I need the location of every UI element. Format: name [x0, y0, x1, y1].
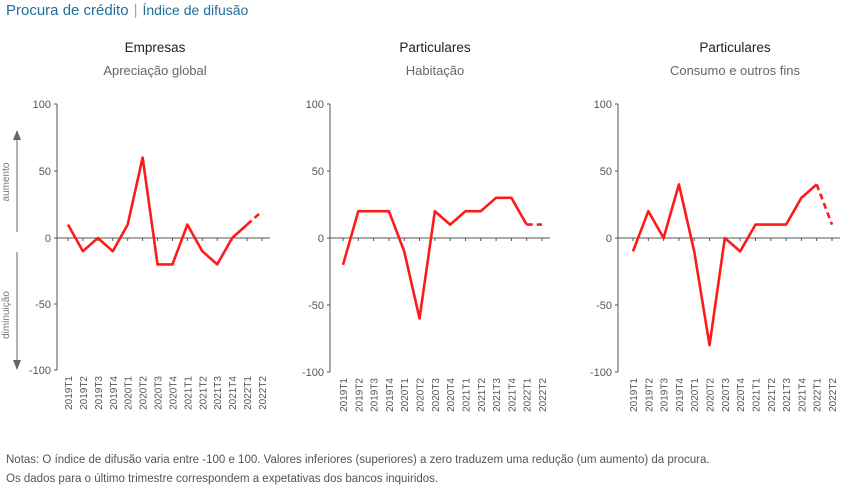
chart-title: Particulares: [699, 40, 771, 55]
chart-subtitle: Consumo e outros fins: [670, 63, 801, 78]
chart-subtitle: Apreciação global: [103, 63, 206, 78]
x-tick-label: 2021T2: [767, 378, 778, 412]
y-tick-label: -100: [302, 367, 324, 379]
x-tick-label: 2021T3: [492, 378, 503, 412]
y-tick-label: 50: [39, 166, 51, 178]
x-tick-label: 2022T2: [258, 376, 269, 410]
x-tick-label: 2020T2: [139, 376, 150, 410]
x-tick-label: 2021T3: [782, 378, 793, 412]
series-line-forecast: [815, 183, 834, 226]
x-tick-label: 2021T1: [183, 376, 194, 410]
y-tick-label: 50: [600, 166, 612, 178]
y-tick-label: -100: [29, 365, 51, 377]
x-tick-label: 2020T2: [416, 378, 427, 412]
charts-canvas: Empresas Apreciação global 100 50 0 -50 -100 20…: [1, 40, 840, 412]
y-tick-label: 0: [318, 233, 324, 245]
x-tick-label: 2020T4: [168, 376, 179, 410]
chart-title: Empresas: [125, 40, 186, 55]
x-tick-label: 2020T1: [124, 376, 135, 410]
y-tick-label: -50: [308, 300, 324, 312]
x-tick-label: 2019T1: [339, 378, 350, 412]
title-separator: |: [133, 2, 138, 19]
x-tick-label: 2019T1: [629, 378, 640, 412]
y-tick-label: 100: [594, 99, 612, 111]
y-tick-label: -50: [35, 299, 51, 311]
x-tick-label: 2021T1: [461, 378, 472, 412]
chart-title: Particulares: [399, 40, 471, 55]
series-line: [341, 196, 528, 320]
y-tick-label: 0: [45, 233, 51, 245]
y-tick-label: -100: [590, 367, 612, 379]
x-tick-label: 2021T4: [797, 378, 808, 412]
page-title: Procura de crédito | Índice de difusão: [6, 2, 248, 19]
x-tick-label: 2022T1: [523, 378, 534, 412]
arrow-down-icon: [13, 360, 21, 370]
x-tick-label: 2019T4: [109, 376, 120, 410]
x-tick-label: 2019T2: [79, 376, 90, 410]
x-tick-label: 2019T1: [64, 376, 75, 410]
notes-line-2: Os dados para o último trimestre corresp…: [6, 473, 439, 485]
x-tick-label: 2019T3: [370, 378, 381, 412]
x-tick-label: 2019T4: [385, 378, 396, 412]
x-tick-label: 2020T4: [736, 378, 747, 412]
x-tick-label: 2021T4: [228, 376, 239, 410]
series-line: [66, 156, 248, 266]
arrow-up-icon: [13, 130, 21, 140]
x-tick-label: 2020T2: [706, 378, 717, 412]
y-tick-label: 100: [306, 99, 324, 111]
y-tick-label: 0: [606, 233, 612, 245]
x-tick-label: 2019T4: [675, 378, 686, 412]
x-tick-label: 2019T3: [660, 378, 671, 412]
x-tick-label: 2021T2: [477, 378, 488, 412]
subtitle-text: Índice de difusão: [142, 2, 249, 18]
x-tick-label: 2020T3: [431, 378, 442, 412]
x-tick-label: 2021T1: [751, 378, 762, 412]
y-tick-label: 50: [312, 166, 324, 178]
series-line-forecast: [246, 210, 263, 226]
x-tick-label: 2022T1: [813, 378, 824, 412]
x-tick-label: 2020T1: [400, 378, 411, 412]
x-tick-label: 2020T4: [446, 378, 457, 412]
y-tick-label: 100: [33, 99, 51, 111]
notes-line-1: Notas: O índice de difusão varia entre -…: [6, 454, 710, 466]
chart-subtitle: Habitação: [406, 63, 465, 78]
x-tick-label: 2019T2: [354, 378, 365, 412]
x-tick-label: 2019T2: [644, 378, 655, 412]
x-tick-label: 2021T2: [198, 376, 209, 410]
x-tick-label: 2022T2: [538, 378, 549, 412]
x-tick-label: 2022T2: [828, 378, 839, 412]
title-text: Procura de crédito: [6, 2, 129, 19]
x-tick-label: 2020T1: [690, 378, 701, 412]
x-tick-label: 2021T3: [213, 376, 224, 410]
x-tick-label: 2021T4: [507, 378, 518, 412]
y-tick-label: -50: [596, 300, 612, 312]
series-line: [631, 183, 818, 347]
x-tick-label: 2020T3: [721, 378, 732, 412]
notes: Notas: O índice de difusão varia entre -…: [6, 451, 846, 489]
x-tick-label: 2022T1: [243, 376, 254, 410]
side-label-aumento: aumento: [1, 162, 12, 201]
x-tick-label: 2020T3: [154, 376, 165, 410]
side-label-diminuicao: diminuição: [1, 291, 12, 339]
x-tick-label: 2019T3: [94, 376, 105, 410]
